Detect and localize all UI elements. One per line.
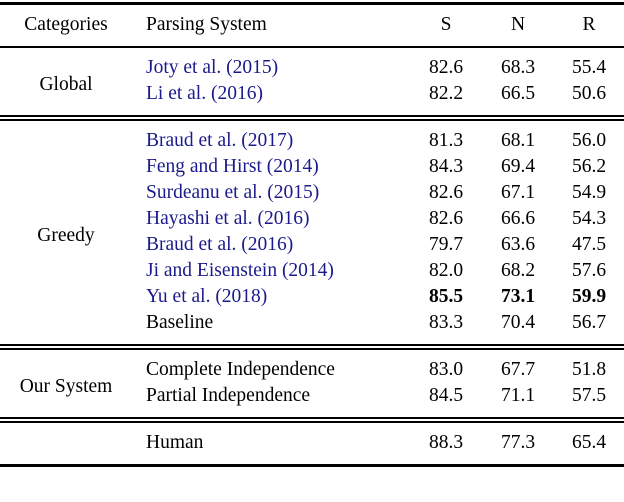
header-row: Categories Parsing System S N R [0,4,624,48]
column-header-parsing-system: Parsing System [146,14,267,35]
table-row: Feng and Hirst (2014) 84.3 69.4 56.2 [0,154,624,180]
score-cell-s: 82.0 [428,260,464,281]
citation-link[interactable]: Yu et al. (2018) [146,286,268,307]
score-cell-n: 63.6 [500,234,536,255]
column-header-r: R [582,14,596,35]
score-cell-s: 85.5 [428,286,464,307]
score-cell-s: 83.0 [428,359,464,380]
score-cell-n: 66.5 [500,83,536,104]
score-cell-n: 67.1 [500,182,536,203]
score-cell-n: 68.1 [500,130,536,151]
table-row: Global Joty et al. (2015) 82.6 68.3 55.4 [0,47,624,95]
score-cell-s: 84.5 [428,385,464,406]
score-cell-r: 65.4 [571,432,607,453]
score-cell-n: 67.7 [500,359,536,380]
score-cell-r: 47.5 [571,234,607,255]
score-cell-s: 84.3 [428,156,464,177]
score-cell-r: 59.9 [571,286,607,307]
score-cell-r: 56.2 [571,156,607,177]
table-header: Categories Parsing System S N R [0,4,624,48]
table-row: Surdeanu et al. (2015) 82.6 67.1 54.9 [0,180,624,206]
table-row: Hayashi et al. (2016) 82.6 66.6 54.3 [0,206,624,232]
score-cell-n: 68.3 [500,57,536,78]
citation-link[interactable]: Braud et al. (2016) [146,234,294,255]
score-cell-n: 70.4 [500,312,536,333]
system-label: Baseline [146,312,214,333]
score-cell-r: 56.7 [571,312,607,333]
score-cell-r: 57.5 [571,385,607,406]
score-cell-s: 82.6 [428,57,464,78]
system-label: Complete Independence [146,359,335,380]
table-row: Human 88.3 77.3 65.4 [0,420,624,466]
table-row: Partial Independence 84.5 71.1 57.5 [0,383,624,420]
table-row: Yu et al. (2018) 85.5 73.1 59.9 [0,284,624,310]
score-cell-s: 82.6 [428,182,464,203]
section-our-system: Our System Complete Independence 83.0 67.7 5… [0,347,624,420]
table-row: Ji and Eisenstein (2014) 82.0 68.2 57.6 [0,258,624,284]
score-cell-r: 57.6 [571,260,607,281]
score-cell-n: 77.3 [500,432,536,453]
category-cell: Our System [19,376,113,397]
score-cell-n: 71.1 [500,385,536,406]
score-cell-r: 50.6 [571,83,607,104]
citation-link[interactable]: Feng and Hirst (2014) [146,156,319,177]
citation-link[interactable]: Li et al. (2016) [146,83,263,104]
score-cell-n: 68.2 [500,260,536,281]
score-cell-s: 81.3 [428,130,464,151]
citation-link[interactable]: Surdeanu et al. (2015) [146,182,320,203]
section-greedy: Greedy Braud et al. (2017) 81.3 68.1 56.0 Fen… [0,118,624,347]
table-row: Greedy Braud et al. (2017) 81.3 68.1 56.0 [0,118,624,246]
section-human: Human 88.3 77.3 65.4 [0,420,624,466]
category-cell: Greedy [37,225,95,246]
citation-link[interactable]: Ji and Eisenstein (2014) [146,260,334,281]
score-cell-s: 79.7 [428,234,464,255]
score-cell-r: 51.8 [571,359,607,380]
table-row: Li et al. (2016) 82.2 66.5 50.6 [0,81,624,118]
system-label: Partial Independence [146,385,311,406]
table-row: Braud et al. (2016) 79.7 63.6 47.5 [0,232,624,258]
score-cell-s: 83.3 [428,312,464,333]
score-cell-s: 82.2 [428,83,464,104]
score-cell-n: 69.4 [500,156,536,177]
table-row: Baseline 83.3 70.4 56.7 [0,310,624,347]
section-global: Global Joty et al. (2015) 82.6 68.3 55.4 Li e… [0,47,624,118]
score-cell-n: 73.1 [500,286,536,307]
score-cell-r: 54.9 [571,182,607,203]
results-table: Categories Parsing System S N R Global Jo… [0,2,624,467]
score-cell-n: 66.6 [500,208,536,229]
column-header-categories: Categories [24,14,108,35]
citation-link[interactable]: Joty et al. (2015) [146,57,279,78]
score-cell-r: 56.0 [571,130,607,151]
score-cell-s: 82.6 [428,208,464,229]
citation-link[interactable]: Braud et al. (2017) [146,130,294,151]
system-label: Human [146,432,204,453]
citation-link[interactable]: Hayashi et al. (2016) [146,208,310,229]
table-row: Our System Complete Independence 83.0 67.7 5… [0,347,624,397]
category-cell-empty [0,420,132,466]
score-cell-s: 88.3 [428,432,464,453]
column-header-n: N [510,14,526,35]
score-cell-r: 55.4 [571,57,607,78]
score-cell-r: 54.3 [571,208,607,229]
category-cell: Global [39,74,93,95]
column-header-s: S [440,14,452,35]
